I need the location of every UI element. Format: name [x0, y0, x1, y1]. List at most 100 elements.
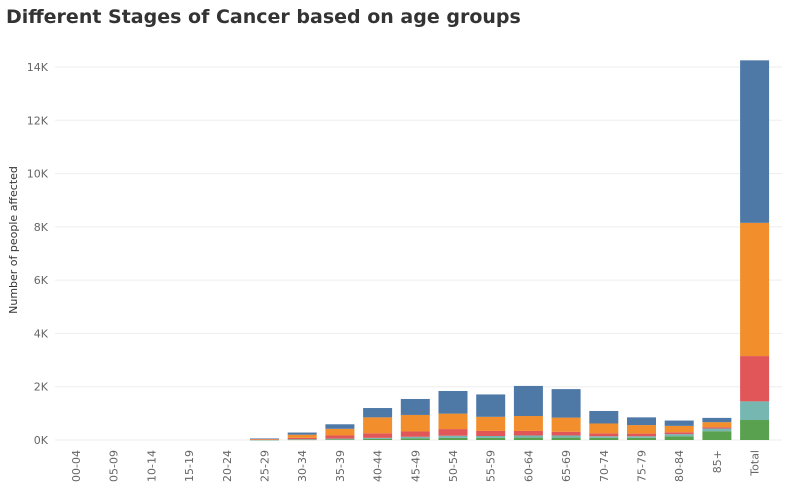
bar-segment — [476, 416, 506, 431]
bar-segment — [589, 433, 619, 437]
x-tick-label: 55-59 — [485, 450, 498, 482]
bar-segment — [287, 432, 317, 435]
x-tick-label: 80-84 — [673, 450, 686, 482]
bar-segment — [513, 416, 543, 431]
bar-segment — [740, 401, 770, 421]
bar-segment — [325, 428, 355, 436]
bar-segment — [438, 437, 468, 440]
x-tick-label: 40-44 — [372, 450, 385, 482]
bar-segment — [438, 413, 468, 430]
bar-segment — [702, 431, 732, 440]
bar-segment — [513, 385, 543, 417]
y-tick-label: 0K — [34, 434, 49, 447]
x-axis-ticks: 00-04 05-09 10-14 15-19 20-24 25-29 30-34 35-39… — [70, 450, 762, 482]
bar-segment — [250, 439, 279, 440]
bar-segment — [702, 422, 732, 428]
bar-segment — [702, 417, 732, 423]
bar-segment — [627, 436, 656, 438]
y-tick-label: 2K — [34, 381, 49, 394]
bar-segment — [664, 420, 694, 426]
bar-segment — [627, 417, 656, 426]
bar-segment — [740, 356, 770, 402]
bar-segment — [589, 423, 619, 434]
bar-segment — [438, 435, 468, 438]
bar-segment — [287, 434, 317, 438]
bar-segment — [325, 439, 355, 440]
bar-segment — [627, 433, 656, 437]
bar-segment — [287, 439, 317, 440]
bar-segment — [702, 428, 732, 432]
bar-segment — [400, 438, 430, 440]
bar-segment — [325, 435, 355, 439]
bar-segment — [551, 435, 581, 438]
x-tick-label: 10-14 — [145, 450, 158, 482]
x-tick-label: 70-74 — [598, 450, 611, 482]
bar-segment — [589, 436, 619, 438]
bar-segment — [400, 414, 430, 432]
bar-segment — [363, 408, 393, 418]
bar-segment — [476, 436, 506, 438]
bar-segment — [400, 436, 430, 439]
bar-segment — [250, 439, 279, 441]
x-tick-label: 00-04 — [70, 450, 83, 482]
bar-segment — [664, 425, 694, 433]
y-tick-label: 8K — [34, 221, 49, 234]
bar-segment — [589, 437, 619, 440]
bar-segment — [400, 431, 430, 437]
bar-segment — [476, 437, 506, 440]
bar-segment — [250, 438, 279, 439]
y-tick-label: 4K — [34, 327, 49, 340]
bar-segment — [551, 437, 581, 440]
bar-segment — [589, 410, 619, 424]
bar-segment — [476, 394, 506, 417]
x-tick-label: 30-34 — [296, 450, 309, 482]
x-tick-label: 35-39 — [334, 450, 347, 482]
y-axis-ticks: 0K 2K 4K 6K 8K 10K 12K 14K — [27, 61, 49, 447]
bar-segment — [287, 437, 317, 440]
chart-title: Different Stages of Cancer based on age … — [6, 6, 521, 28]
x-tick-label: 60-64 — [522, 450, 535, 482]
x-tick-label: 25-29 — [259, 450, 272, 482]
x-tick-label: 75-79 — [636, 450, 649, 482]
bar-segment — [740, 420, 770, 440]
bar-segment — [551, 417, 581, 432]
bar-segment — [664, 434, 694, 437]
y-axis-label: Number of people affected — [7, 166, 20, 314]
bars — [250, 60, 770, 441]
x-tick-label: 50-54 — [447, 450, 460, 482]
x-tick-label: 20-24 — [221, 450, 234, 482]
bar-segment — [664, 432, 694, 435]
x-tick-label: 85+ — [711, 450, 724, 473]
x-tick-label: 15-19 — [183, 450, 196, 482]
y-tick-label: 10K — [27, 168, 49, 181]
bar-segment — [551, 389, 581, 418]
bar-segment — [513, 437, 543, 440]
bar-segment — [476, 430, 506, 437]
y-tick-label: 14K — [27, 61, 49, 74]
bar-segment — [363, 417, 393, 434]
bar-segment — [740, 222, 770, 357]
bar-segment — [438, 390, 468, 414]
bar-segment — [740, 60, 770, 223]
bar-segment — [513, 430, 543, 436]
bar-segment — [551, 431, 581, 436]
bar-segment — [400, 398, 430, 415]
bar-segment — [363, 438, 393, 440]
bar-segment — [664, 436, 694, 440]
bar-segment — [325, 424, 355, 429]
bar-segment — [627, 425, 656, 434]
bar-segment — [325, 438, 355, 440]
y-tick-label: 12K — [27, 114, 49, 127]
bar-segment — [250, 438, 279, 440]
bar-segment — [363, 437, 393, 439]
bar-segment — [702, 427, 732, 429]
bar-segment — [363, 433, 393, 438]
bar-segment — [438, 429, 468, 436]
x-tick-label: 05-09 — [108, 450, 121, 482]
bar-segment — [513, 435, 543, 438]
bar-segment — [287, 439, 317, 441]
y-tick-label: 6K — [34, 274, 49, 287]
x-tick-label: 45-49 — [409, 450, 422, 482]
x-tick-label: 65-69 — [560, 450, 573, 482]
